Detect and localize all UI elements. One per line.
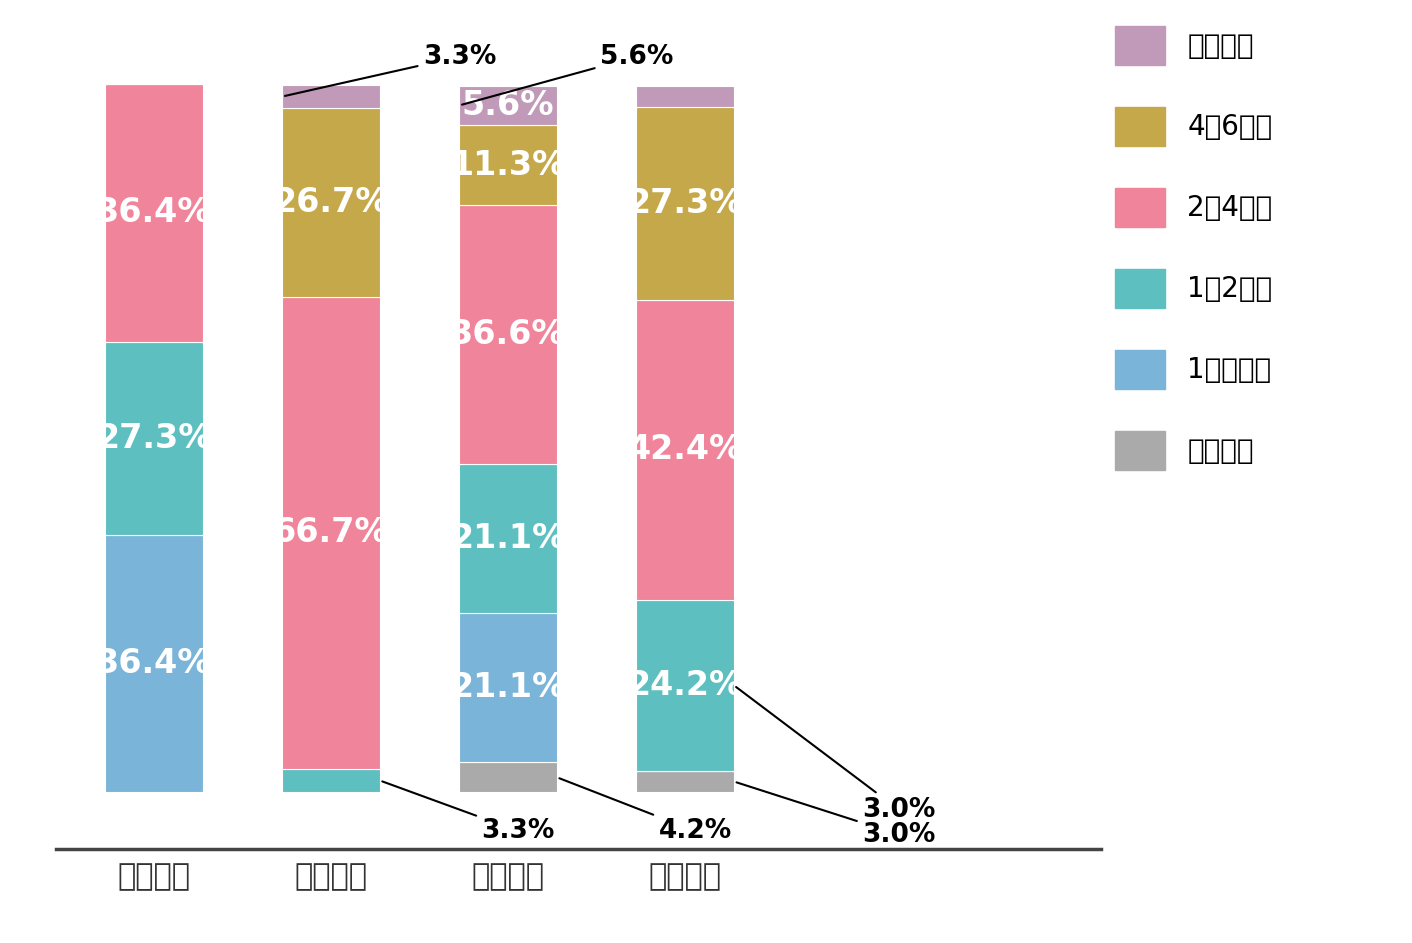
Text: 3.0%: 3.0%	[736, 687, 936, 823]
Text: 4.2%: 4.2%	[559, 778, 731, 844]
Bar	[459, 762, 556, 792]
Text: 27.3%: 27.3%	[96, 422, 212, 455]
Text: 11.3%: 11.3%	[450, 149, 566, 182]
Bar	[104, 341, 202, 535]
Bar	[104, 535, 202, 792]
Bar	[637, 300, 734, 600]
Text: 3.3%: 3.3%	[383, 782, 555, 844]
Text: 5.6%: 5.6%	[462, 89, 555, 122]
Bar	[282, 85, 380, 108]
Text: 3.0%: 3.0%	[737, 783, 936, 848]
Text: 21.1%: 21.1%	[450, 671, 566, 704]
Bar	[459, 125, 556, 206]
Bar	[637, 107, 734, 300]
Bar	[282, 108, 380, 297]
Text: 42.4%: 42.4%	[627, 434, 743, 466]
Bar	[459, 464, 556, 613]
Text: 27.3%: 27.3%	[627, 187, 743, 220]
Text: 36.6%: 36.6%	[450, 318, 566, 351]
Bar	[637, 771, 734, 792]
Bar	[459, 86, 556, 125]
Text: 21.1%: 21.1%	[450, 522, 566, 555]
Text: 26.7%: 26.7%	[273, 186, 388, 219]
Bar	[282, 769, 380, 792]
Bar	[637, 86, 734, 107]
Bar	[459, 205, 556, 464]
Text: 66.7%: 66.7%	[273, 517, 388, 550]
Bar	[459, 613, 556, 762]
Text: 36.4%: 36.4%	[96, 647, 212, 680]
Text: 36.4%: 36.4%	[96, 196, 212, 229]
Text: 24.2%: 24.2%	[627, 669, 743, 702]
Legend: それ以上, 4～6時間, 2～4時間, 1～2時間, 1時間未満, まったく: それ以上, 4～6時間, 2～4時間, 1～2時間, 1時間未満, まったく	[1115, 25, 1272, 470]
Text: 3.3%: 3.3%	[285, 43, 497, 96]
Bar	[637, 600, 734, 771]
Text: 5.6%: 5.6%	[462, 43, 674, 105]
Bar	[282, 297, 380, 769]
Bar	[104, 84, 202, 341]
